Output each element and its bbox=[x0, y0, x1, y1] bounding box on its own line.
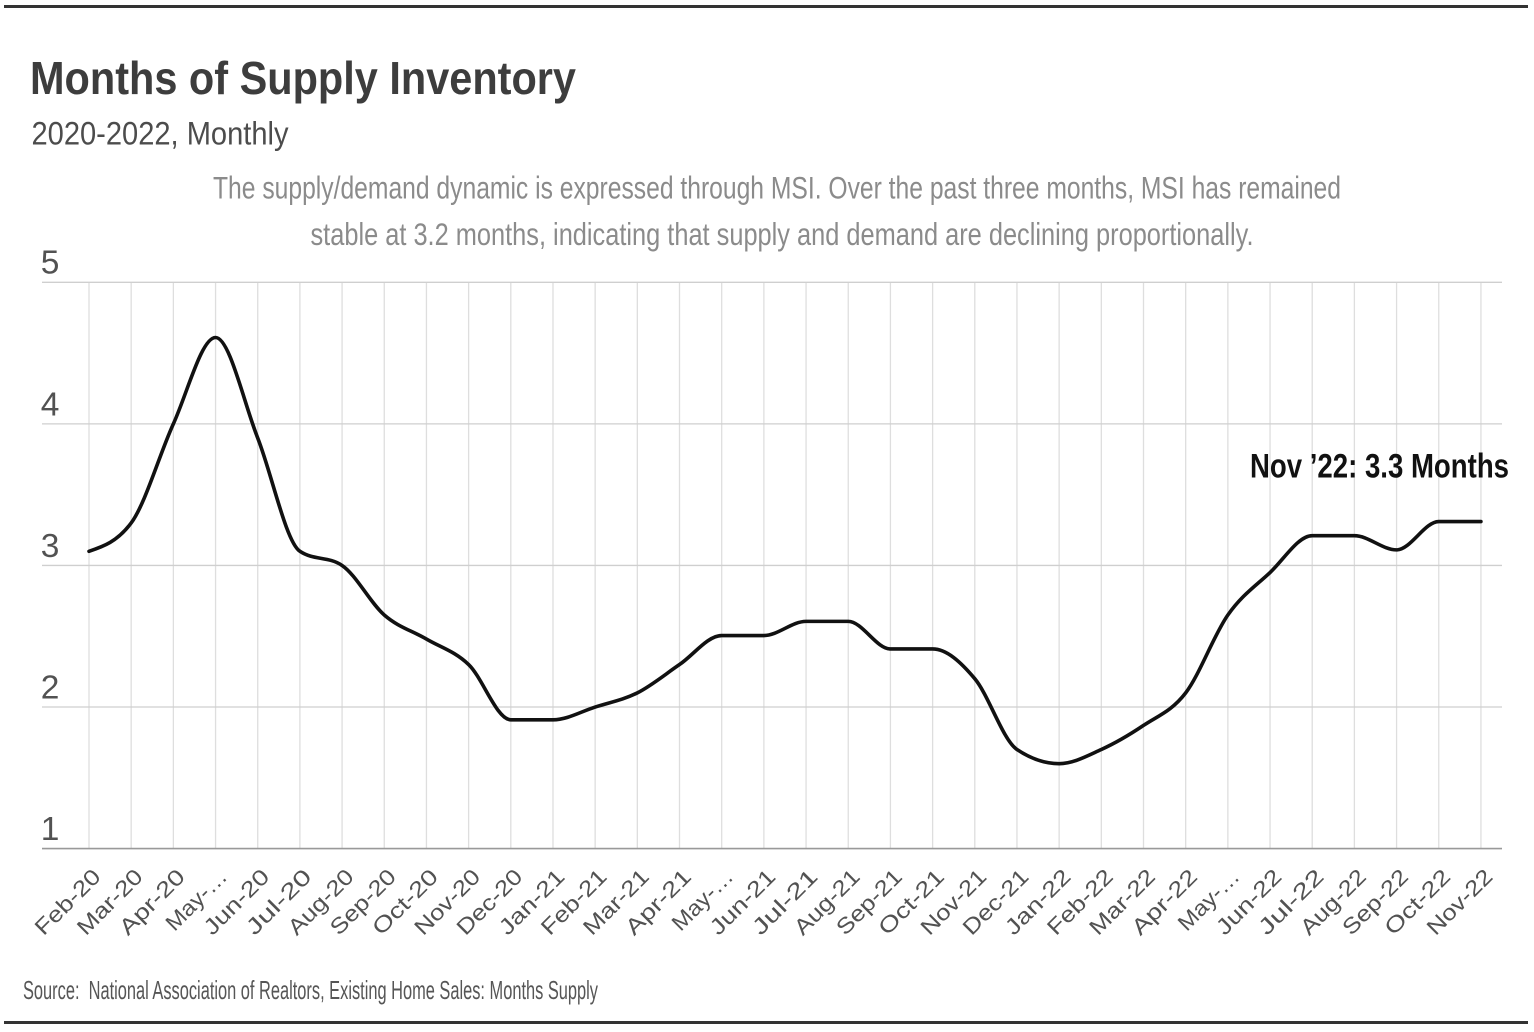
svg-text:4: 4 bbox=[41, 386, 60, 423]
svg-text:2: 2 bbox=[41, 669, 60, 706]
svg-text:Nov ’22: 3.3 Months: Nov ’22: 3.3 Months bbox=[1250, 447, 1509, 485]
svg-text:3: 3 bbox=[41, 528, 60, 565]
svg-text:5: 5 bbox=[41, 245, 60, 282]
svg-text:Months of Supply Inventory: Months of Supply Inventory bbox=[30, 52, 576, 104]
svg-text:Source: National Association: Source: National Association of Realtors… bbox=[23, 975, 598, 1005]
svg-text:2020-2022, Monthly: 2020-2022, Monthly bbox=[32, 116, 289, 152]
svg-text:stable at 3.2 months, indicati: stable at 3.2 months, indicating that su… bbox=[311, 216, 1254, 252]
svg-text:The supply/demand dynamic is e: The supply/demand dynamic is expressed t… bbox=[213, 170, 1341, 206]
svg-text:1: 1 bbox=[41, 811, 60, 848]
